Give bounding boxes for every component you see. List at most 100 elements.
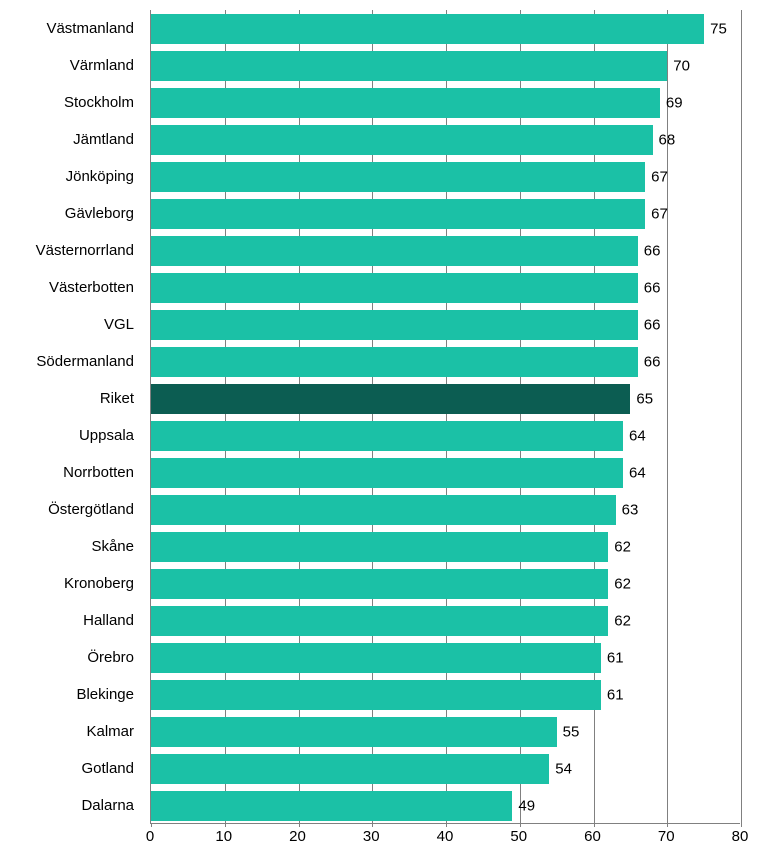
bar [151,680,601,710]
bar [151,236,638,266]
bar-value-label: 54 [555,761,572,778]
bar-value-label: 49 [518,798,535,815]
bar [151,569,608,599]
bar-value-label: 63 [622,502,639,519]
category-label: Värmland [0,51,140,81]
bar [151,125,653,155]
x-tick [667,823,668,827]
category-label: Halland [0,606,140,636]
plot-area: 75 70 69 68 67 67 66 66 66 66 65 64 64 63 62 62 62 61 61 55… [150,10,740,824]
bar [151,754,549,784]
x-tick [446,823,447,827]
category-label: Blekinge [0,680,140,710]
bar-row: 49 [151,791,740,821]
category-label: Stockholm [0,88,140,118]
category-label: Dalarna [0,791,140,821]
category-label: Gotland [0,754,140,784]
category-label: Uppsala [0,421,140,451]
bar-value-label: 65 [636,391,653,408]
x-tick [225,823,226,827]
bar-value-label: 70 [673,58,690,75]
bar [151,495,616,525]
bar-row: 62 [151,569,740,599]
x-tick-label: 20 [268,828,328,845]
category-label: Riket [0,384,140,414]
bar-value-label: 55 [563,724,580,741]
x-tick-label: 30 [341,828,401,845]
bar-row: 64 [151,421,740,451]
category-label: Norrbotten [0,458,140,488]
bar-row: 66 [151,273,740,303]
bar [151,532,608,562]
x-tick [594,823,595,827]
category-label: Jönköping [0,162,140,192]
bar-row: 67 [151,162,740,192]
bar [151,421,623,451]
bar-value-label: 64 [629,465,646,482]
bar-value-label: 66 [644,317,661,334]
bar [151,88,660,118]
bar-value-label: 67 [651,169,668,186]
x-tick-label: 50 [489,828,549,845]
bar-value-label: 66 [644,354,661,371]
bar [151,199,645,229]
bar-row: 66 [151,347,740,377]
bar-row: 61 [151,643,740,673]
gridline [741,10,742,823]
bar-value-label: 66 [644,243,661,260]
category-label: Kalmar [0,717,140,747]
category-label: VGL [0,310,140,340]
bar-row: 68 [151,125,740,155]
x-tick-label: 10 [194,828,254,845]
bar [151,717,557,747]
category-label: Södermanland [0,347,140,377]
x-tick [299,823,300,827]
bar [151,458,623,488]
bar [151,643,601,673]
bar-row: 54 [151,754,740,784]
category-label: Östergötland [0,495,140,525]
bar [151,51,667,81]
bar-value-label: 67 [651,206,668,223]
x-tick [520,823,521,827]
bar-row: 65 [151,384,740,414]
bar-row: 69 [151,88,740,118]
bar-row: 62 [151,606,740,636]
x-tick [372,823,373,827]
bar [151,606,608,636]
bar [151,791,512,821]
bar [151,14,704,44]
bar-value-label: 62 [614,613,631,630]
bar-row: 62 [151,532,740,562]
bar-row: 75 [151,14,740,44]
chart-container: 75 70 69 68 67 67 66 66 66 66 65 64 64 63 62 62 62 61 61 55… [0,0,760,864]
bar-value-label: 69 [666,95,683,112]
category-label: Gävleborg [0,199,140,229]
bar-value-label: 75 [710,21,727,38]
category-label: Örebro [0,643,140,673]
bar [151,347,638,377]
bar-row: 66 [151,310,740,340]
bar-row: 67 [151,199,740,229]
x-tick [741,823,742,827]
bar-value-label: 62 [614,576,631,593]
bar [151,162,645,192]
x-tick-label: 70 [636,828,696,845]
x-tick-label: 60 [563,828,623,845]
bar-value-label: 62 [614,539,631,556]
bar-row: 66 [151,236,740,266]
bar-value-label: 68 [659,132,676,149]
bar-value-label: 61 [607,687,624,704]
category-label: Västernorrland [0,236,140,266]
bar-value-label: 61 [607,650,624,667]
bar-row: 55 [151,717,740,747]
x-tick-label: 40 [415,828,475,845]
x-tick-label: 80 [710,828,760,845]
bar [151,310,638,340]
category-label: Västmanland [0,14,140,44]
x-tick-label: 0 [120,828,180,845]
category-label: Västerbotten [0,273,140,303]
bar-row: 63 [151,495,740,525]
bar-value-label: 64 [629,428,646,445]
bar-row: 70 [151,51,740,81]
